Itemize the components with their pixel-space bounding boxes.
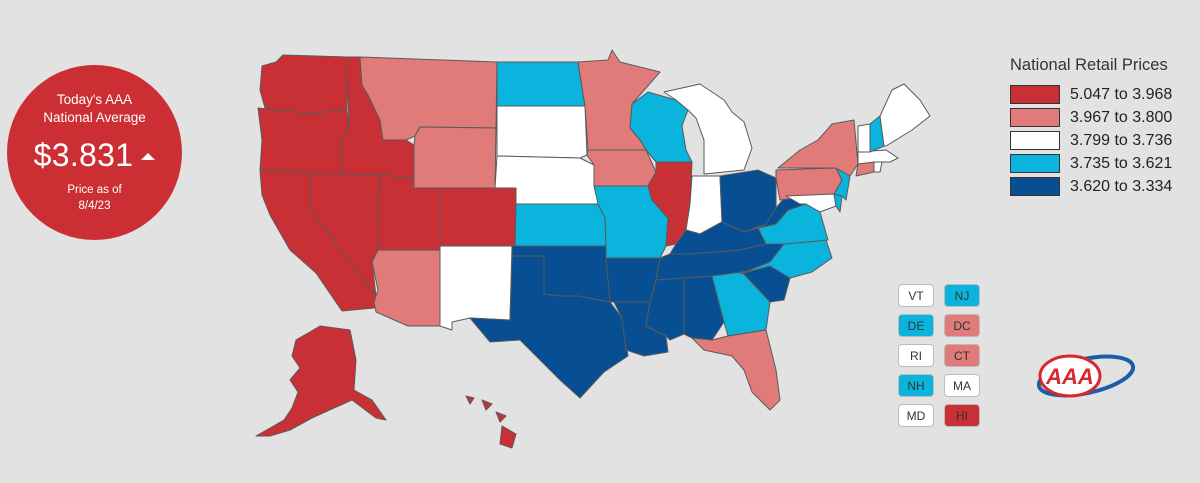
legend-label: 5.047 to 3.968: [1070, 85, 1173, 103]
legend-label: 3.799 to 3.736: [1070, 131, 1173, 149]
aaa-logo-icon: AAA: [1036, 354, 1136, 398]
state-RI[interactable]: [873, 161, 883, 173]
price-as-of-date: 8/4/23: [78, 200, 111, 212]
up-arrow-icon: [141, 153, 156, 160]
small-state-CT[interactable]: CT: [944, 344, 980, 367]
legend-row: 3.967 to 3.800: [1008, 106, 1172, 129]
price-as-of-label: Price as of: [67, 184, 122, 196]
state-NY[interactable]: [777, 119, 859, 177]
legend-label: 3.735 to 3.621: [1070, 154, 1173, 172]
state-VT[interactable]: [857, 123, 871, 153]
small-state-HI[interactable]: HI: [944, 404, 980, 427]
price-row: $3.831: [7, 137, 182, 174]
state-NC[interactable]: [739, 239, 833, 279]
state-AK[interactable]: [255, 325, 387, 437]
state-IA[interactable]: [586, 149, 657, 187]
legend-row: 3.735 to 3.621: [1008, 152, 1172, 175]
state-OR[interactable]: [257, 107, 350, 176]
national-average-badge: Today's AAA National Average $3.831 Pric…: [7, 65, 182, 240]
legend-swatch: [1010, 108, 1060, 127]
legend-swatch: [1010, 131, 1060, 150]
small-state-MD[interactable]: MD: [898, 404, 934, 427]
svg-text:AAA: AAA: [1045, 364, 1094, 389]
small-state-NJ[interactable]: NJ: [944, 284, 980, 307]
state-KS[interactable]: [514, 203, 607, 247]
state-ND[interactable]: [496, 61, 586, 107]
state-FL[interactable]: [691, 329, 781, 411]
state-NM[interactable]: [439, 245, 513, 331]
legend-swatch: [1010, 177, 1060, 196]
state-WI[interactable]: [629, 91, 693, 163]
legend-row: 5.047 to 3.968: [1008, 83, 1172, 106]
small-state-MA[interactable]: MA: [944, 374, 980, 397]
price-legend: National Retail Prices 5.047 to 3.968 3.9…: [1008, 56, 1172, 198]
state-AZ[interactable]: [371, 249, 441, 327]
small-state-DE[interactable]: DE: [898, 314, 934, 337]
legend-swatch: [1010, 154, 1060, 173]
state-HI[interactable]: [465, 395, 517, 449]
small-state-DC[interactable]: DC: [944, 314, 980, 337]
legend-title: National Retail Prices: [1010, 56, 1168, 74]
legend-label: 3.967 to 3.800: [1070, 108, 1173, 126]
badge-title-line2: National Average: [43, 110, 146, 125]
legend-row: 3.620 to 3.334: [1008, 175, 1172, 198]
small-states-grid: VT NJ DE DC RI CT NH MA MD HI: [898, 284, 980, 427]
small-state-RI[interactable]: RI: [898, 344, 934, 367]
small-state-NH[interactable]: NH: [898, 374, 934, 397]
legend-row: 3.799 to 3.736: [1008, 129, 1172, 152]
state-WY[interactable]: [413, 126, 497, 189]
legend-label: 3.620 to 3.334: [1070, 177, 1173, 195]
state-MI[interactable]: [663, 83, 753, 175]
legend-swatch: [1010, 85, 1060, 104]
state-CO[interactable]: [439, 187, 517, 247]
state-MA[interactable]: [857, 149, 899, 165]
badge-title-line1: Today's AAA: [56, 92, 133, 107]
state-WA[interactable]: [259, 54, 349, 114]
state-DE[interactable]: [833, 193, 843, 213]
national-average-price: $3.831: [33, 137, 134, 173]
small-state-VT[interactable]: VT: [898, 284, 934, 307]
state-TX[interactable]: [469, 255, 629, 399]
state-SD[interactable]: [496, 105, 588, 159]
state-ME[interactable]: [879, 83, 931, 147]
state-MT[interactable]: [359, 56, 498, 141]
